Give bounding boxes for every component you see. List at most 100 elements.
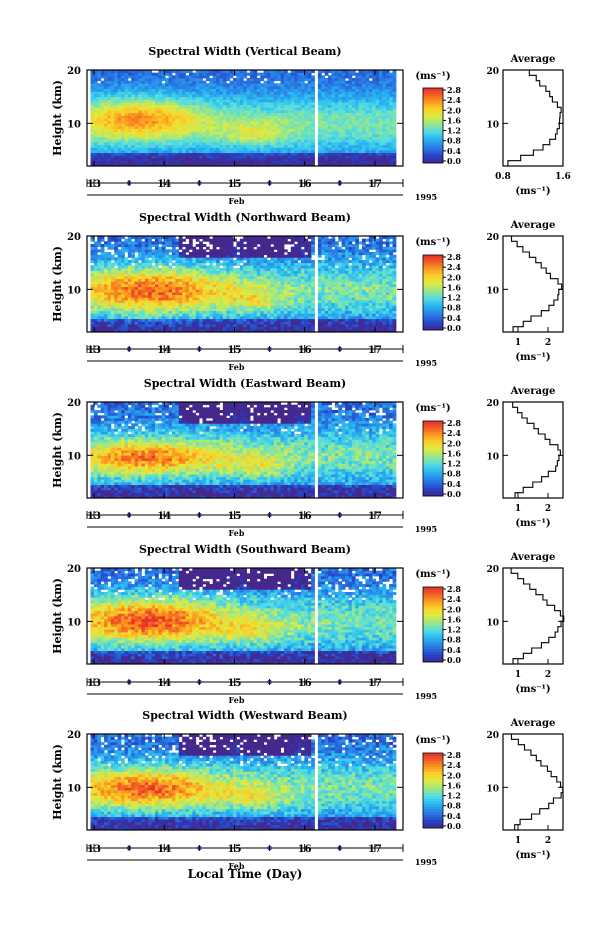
heatmap-cell — [148, 281, 152, 285]
heatmap-cell — [144, 86, 149, 90]
heatmap-cell — [250, 83, 254, 87]
heatmap-cell — [158, 321, 163, 325]
heatmap-cell — [205, 96, 210, 100]
heatmap-cell — [365, 158, 370, 162]
heatmap-cell — [226, 313, 231, 317]
heatmap-cell — [138, 305, 142, 309]
heatmap-cell — [229, 265, 234, 269]
heatmap-cell — [127, 80, 132, 84]
heatmap-cell — [205, 281, 210, 285]
heatmap-cell — [205, 147, 210, 151]
heatmap-cell — [100, 281, 105, 285]
heatmap-cell — [229, 160, 234, 164]
heatmap-cell — [205, 142, 210, 146]
colorbar-segment — [423, 152, 443, 156]
heatmap-cell — [199, 123, 203, 127]
heatmap-cell — [351, 155, 356, 159]
heatmap-cell — [219, 329, 224, 333]
heatmap-cell — [351, 120, 356, 124]
heatmap-cell — [100, 88, 105, 92]
heatmap-cell — [300, 110, 305, 114]
heatmap-cell — [290, 112, 295, 116]
heatmap-cell — [287, 123, 292, 127]
heatmap-cell — [104, 126, 108, 130]
heatmap-cell — [273, 94, 278, 98]
heatmap-cell — [287, 120, 292, 124]
heatmap-cell — [168, 88, 173, 92]
heatmap-cell — [368, 102, 373, 106]
heatmap-cell — [202, 144, 207, 148]
heatmap-cell — [127, 321, 132, 325]
heatmap-cell — [280, 86, 285, 90]
heatmap-cell — [192, 155, 197, 159]
heatmap-cell — [216, 144, 220, 148]
heatmap-cell — [372, 152, 377, 156]
heatmap-cell — [100, 112, 105, 116]
heatmap-cell — [307, 104, 312, 108]
heatmap-cell — [392, 70, 397, 74]
heatmap-cell — [382, 155, 387, 159]
heatmap-cell — [110, 142, 115, 146]
heatmap-cell — [127, 150, 132, 154]
heatmap-cell — [222, 324, 227, 328]
heatmap-cell — [219, 86, 224, 90]
heatmap-cell — [355, 142, 360, 146]
heatmap-cell — [121, 115, 125, 119]
heatmap-cell — [324, 158, 329, 162]
heatmap-cell — [107, 160, 112, 164]
heatmap-cell — [199, 246, 203, 250]
heatmap-cell — [178, 241, 183, 245]
heatmap-cell — [348, 152, 353, 156]
heatmap-cell — [144, 316, 149, 320]
heatmap-cell — [124, 249, 129, 253]
heatmap-cell — [141, 316, 146, 320]
heatmap-cell — [277, 136, 281, 140]
heatmap-cell — [165, 128, 169, 132]
heatmap-cell — [138, 72, 142, 76]
heatmap-cell — [250, 268, 254, 272]
heatmap-cell — [90, 96, 95, 100]
heatmap-cell — [104, 289, 108, 293]
heatmap-cell — [290, 150, 295, 154]
heatmap-cell — [134, 236, 139, 240]
heatmap-cell — [202, 80, 207, 84]
heatmap-cell — [351, 107, 356, 111]
heatmap-cell — [212, 236, 217, 240]
heatmap-cell — [345, 88, 349, 92]
heatmap-cell — [141, 163, 146, 167]
heatmap-cell — [141, 147, 146, 151]
heatmap-cell — [93, 300, 98, 304]
colorbar-tick-label: 2.0 — [447, 105, 461, 115]
heatmap-cell — [331, 152, 336, 156]
heatmap-cell — [253, 163, 258, 167]
heatmap-cell — [385, 91, 390, 95]
heatmap-cell — [134, 302, 139, 306]
heatmap-cell — [212, 102, 217, 106]
heatmap-cell — [178, 86, 183, 90]
heatmap-cell — [233, 313, 237, 317]
heatmap-cell — [260, 324, 264, 328]
heatmap-cell — [144, 134, 149, 138]
heatmap-cell — [256, 270, 261, 274]
heatmap-cell — [158, 308, 163, 312]
heatmap-cell — [155, 262, 159, 266]
heatmap-cell — [110, 91, 115, 95]
heatmap-cell — [270, 155, 275, 159]
heatmap-cell — [110, 104, 115, 108]
heatmap-cell — [90, 249, 95, 253]
heatmap-cell — [233, 300, 237, 304]
heatmap-cell — [124, 131, 129, 135]
heatmap-cell — [311, 70, 315, 74]
heatmap-cell — [195, 139, 200, 143]
heatmap-cell — [345, 144, 349, 148]
heatmap-cell — [127, 104, 132, 108]
heatmap-cell — [97, 254, 102, 258]
heatmap-cell — [246, 286, 251, 290]
heatmap-cell — [239, 310, 244, 314]
heatmap-cell — [277, 163, 281, 167]
heatmap-cell — [90, 244, 95, 248]
heatmap-cell — [365, 102, 370, 106]
heatmap-cell — [229, 254, 234, 258]
heatmap-cell — [239, 78, 244, 82]
heatmap-cell — [124, 160, 129, 164]
